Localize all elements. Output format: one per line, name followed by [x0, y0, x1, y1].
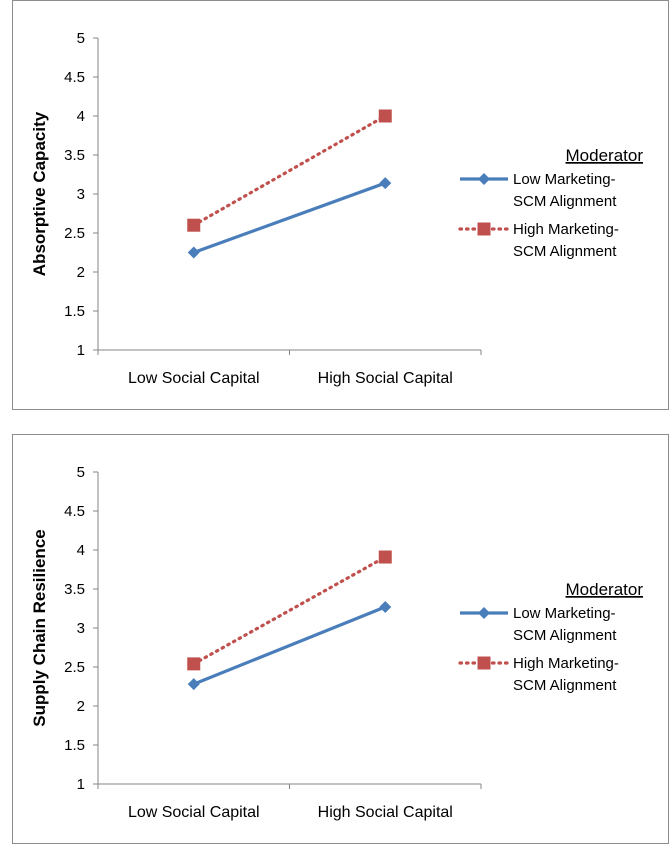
legend-marker — [478, 173, 490, 185]
legend-label: Low Marketing- — [513, 171, 616, 188]
chart-panel-absorptive-capacity: 1 1.5 2 2.5 3 3.5 4 4.5 5 Low Social Capital High … — [0, 0, 669, 410]
series-high-alignment — [187, 109, 392, 232]
data-point — [378, 550, 392, 564]
chart-panel-supply-chain-resilience: 1 1.5 2 2.5 3 3.5 4 4.5 5 Low Social Capital High … — [0, 434, 669, 844]
y-tick-label: 3.5 — [64, 147, 85, 164]
y-tick-label: 3.5 — [64, 581, 85, 598]
data-point — [187, 678, 200, 691]
data-point — [187, 218, 201, 232]
y-tick-label: 4 — [77, 108, 85, 125]
chart-supply-chain-resilience: 1 1.5 2 2.5 3 3.5 4 4.5 5 Low Social Capital High … — [12, 434, 669, 844]
y-tick-label: 5 — [77, 464, 85, 481]
y-tick-label: 3 — [77, 620, 85, 637]
legend-marker — [478, 607, 490, 619]
data-point — [379, 600, 392, 613]
data-point — [378, 109, 392, 123]
legend-marker — [477, 222, 491, 236]
legend-title: Moderator — [566, 146, 644, 165]
x-category-label: High Social Capital — [318, 370, 453, 387]
data-point — [379, 177, 392, 190]
legend-label: SCM Alignment — [513, 193, 617, 210]
y-axis-label: Supply Chain Resilience — [30, 529, 49, 726]
legend-title: Moderator — [566, 580, 644, 599]
x-category-label: Low Social Capital — [128, 370, 260, 387]
data-point — [187, 657, 201, 671]
y-tick-label: 2 — [77, 698, 85, 715]
chart-border — [12, 0, 669, 410]
legend: Moderator Low Marketing- SCM Alignment High… — [458, 580, 644, 694]
legend: Moderator Low Marketing- SCM Alignment High… — [458, 146, 644, 260]
legend-label: SCM Alignment — [513, 243, 617, 260]
y-axis-label: Absorptive Capacity — [30, 111, 49, 276]
y-tick-label: 1.5 — [64, 303, 85, 320]
series-low-alignment — [187, 177, 392, 259]
series-low-alignment — [187, 600, 392, 691]
y-tick-label: 4 — [77, 542, 85, 559]
y-tick-label: 2.5 — [64, 659, 85, 676]
chart-border — [12, 434, 669, 844]
legend-label: High Marketing- — [513, 221, 619, 238]
legend-marker — [477, 656, 491, 670]
y-tick-label: 1 — [77, 776, 85, 793]
x-category-label: High Social Capital — [318, 804, 453, 821]
series-line — [192, 114, 387, 227]
y-tick-label: 3 — [77, 186, 85, 203]
legend-label: SCM Alignment — [513, 627, 617, 644]
legend-label: Low Marketing- — [513, 605, 616, 622]
y-tick-label: 5 — [77, 30, 85, 47]
series-line — [193, 605, 386, 686]
legend-label: High Marketing- — [513, 655, 619, 672]
series-high-alignment — [187, 550, 392, 671]
y-tick-label: 1.5 — [64, 737, 85, 754]
data-point — [187, 246, 200, 259]
y-tick-label: 4.5 — [64, 503, 85, 520]
series-line — [193, 181, 386, 255]
chart-absorptive-capacity: 1 1.5 2 2.5 3 3.5 4 4.5 5 Low Social Capital High … — [12, 0, 669, 410]
y-tick-label: 2.5 — [64, 225, 85, 242]
y-tick-label: 2 — [77, 264, 85, 281]
y-tick-label: 4.5 — [64, 69, 85, 86]
series-line — [192, 555, 387, 666]
y-tick-label: 1 — [77, 342, 85, 359]
x-category-label: Low Social Capital — [128, 804, 260, 821]
legend-label: SCM Alignment — [513, 677, 617, 694]
